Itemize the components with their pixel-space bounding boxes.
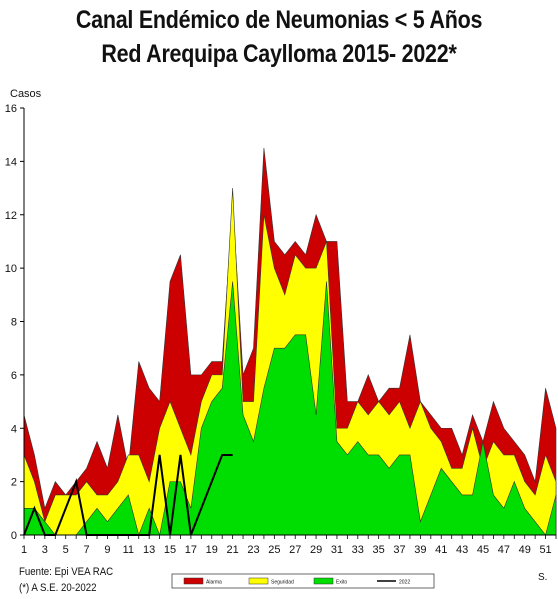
series-areas [23, 147, 557, 537]
y-axis-label: Casos [10, 88, 42, 100]
y-tick-label: 12 [5, 210, 17, 222]
y-tick-label: 16 [5, 103, 17, 115]
legend-box [171, 573, 435, 589]
legend-label: Alarma [206, 580, 222, 586]
x-tick-label: 51 [539, 544, 551, 556]
source-note: Fuente: Epi VEA RAC [19, 566, 114, 578]
x-tick-label: 37 [393, 544, 405, 556]
x-tick-label: 41 [435, 544, 447, 556]
y-tick-label: 4 [11, 423, 17, 435]
chart-subtitle: Red Arequipa Caylloma 2015- 2022* [101, 40, 457, 68]
y-tick-label: 10 [5, 263, 17, 275]
y-tick-label: 6 [11, 370, 17, 382]
footnote: (*) A S.E. 20-2022 [19, 582, 97, 594]
x-tick-label: 15 [164, 544, 176, 556]
x-tick-label: 23 [247, 544, 259, 556]
x-tick-label: 45 [477, 544, 489, 556]
legend-swatch-exito [313, 577, 334, 585]
x-tick-label: 1 [21, 544, 27, 556]
x-tick-label: 29 [310, 544, 322, 556]
y-tick-label: 8 [11, 317, 17, 329]
x-tick-label: 43 [456, 544, 468, 556]
chart-title: Canal Endémico de Neumonias < 5 Años [75, 6, 483, 34]
x-tick-label: 17 [185, 544, 197, 556]
legend-swatch-alarma [183, 577, 204, 585]
x-tick-label: 47 [498, 544, 510, 556]
y-tick-label: 2 [11, 477, 17, 489]
x-tick-label: 31 [331, 544, 343, 556]
y-tick-label: 0 [11, 530, 17, 542]
legend: Alarma Seguridad Exito 2022 [171, 573, 435, 589]
x-tick-label: 39 [414, 544, 426, 556]
x-tick-label: 9 [104, 544, 110, 556]
x-tick-label: 33 [352, 544, 364, 556]
x-tick-label: 35 [373, 544, 385, 556]
legend-label: Seguridad [271, 580, 294, 586]
x-tick-label: 21 [227, 544, 239, 556]
x-axis-label: S. [538, 572, 547, 583]
legend-label: Exito [336, 580, 347, 586]
x-tick-label: 19 [206, 544, 218, 556]
x-tick-label: 27 [289, 544, 301, 556]
x-tick-label: 13 [143, 544, 155, 556]
x-tick-label: 5 [63, 544, 69, 556]
x-tick-label: 25 [268, 544, 280, 556]
legend-label: 2022 [399, 580, 410, 586]
x-tick-label: 11 [123, 544, 134, 556]
x-tick-label: 7 [84, 544, 90, 556]
legend-swatch-seguridad [248, 577, 269, 585]
x-tick-label: 3 [42, 544, 48, 556]
y-tick-label: 14 [5, 156, 17, 168]
area-exito [23, 281, 557, 537]
x-tick-label: 49 [519, 544, 531, 556]
